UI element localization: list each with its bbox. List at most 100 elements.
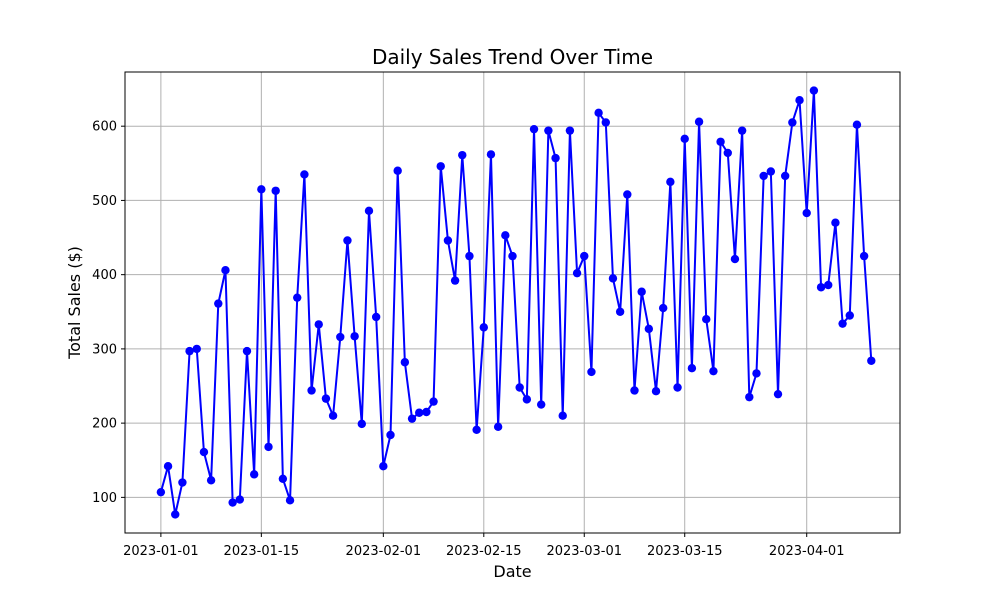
data-point <box>371 312 381 322</box>
data-point <box>422 407 431 417</box>
data-point <box>687 364 697 373</box>
data-point <box>436 162 445 171</box>
data-point <box>580 251 589 261</box>
y-tick-label: 600 <box>92 120 117 135</box>
data-point <box>702 315 711 324</box>
data-point <box>163 461 173 471</box>
data-point <box>199 447 209 457</box>
data-point <box>759 171 768 181</box>
data-point <box>630 386 639 395</box>
data-point <box>386 430 395 440</box>
data-point <box>221 266 230 275</box>
data-point <box>565 126 575 135</box>
data-point <box>852 120 862 129</box>
data-point <box>343 236 352 245</box>
data-point <box>816 283 826 292</box>
data-point <box>336 332 345 342</box>
data-point <box>637 287 646 296</box>
data-point <box>328 411 338 420</box>
data-point <box>572 268 582 278</box>
y-tick-label: 200 <box>92 417 117 432</box>
data-point <box>156 487 166 497</box>
data-point <box>249 470 259 479</box>
data-point <box>558 411 567 420</box>
data-point <box>450 276 460 285</box>
data-point <box>680 134 689 144</box>
series-line <box>159 89 873 516</box>
data-point <box>737 126 747 135</box>
data-point <box>551 153 560 163</box>
data-point <box>493 422 503 432</box>
data-point <box>745 392 754 402</box>
data-point <box>379 461 388 471</box>
data-point <box>293 293 302 302</box>
chart-title: Daily Sales Trend Over Time <box>372 45 653 69</box>
data-point <box>307 386 316 395</box>
data-point <box>321 394 331 403</box>
data-point <box>357 419 367 429</box>
data-point <box>235 495 245 504</box>
data-point <box>644 324 654 334</box>
data-point <box>780 171 790 181</box>
data-point <box>465 251 474 261</box>
x-tick-label: 2023-01-01 <box>123 544 199 559</box>
data-point <box>185 346 194 356</box>
plot-frame <box>124 71 901 534</box>
data-point <box>228 498 237 507</box>
data-point <box>501 231 510 240</box>
axis-ticks: 2023-01-01 2023-01-15 2023-02-01 2023-02-15… <box>92 120 844 559</box>
x-axis-label: Date <box>493 562 531 581</box>
data-point <box>795 96 804 105</box>
data-point <box>802 208 811 218</box>
data-point <box>623 190 632 199</box>
data-point <box>587 367 596 377</box>
data-point <box>730 254 740 264</box>
y-tick-label: 300 <box>92 342 117 357</box>
data-point <box>752 369 761 378</box>
data-point <box>393 166 402 175</box>
data-point <box>364 206 374 216</box>
data-point <box>171 510 180 519</box>
data-point <box>838 319 847 328</box>
data-point <box>831 218 840 227</box>
data-point <box>615 307 625 316</box>
data-point <box>178 478 187 487</box>
data-point <box>867 356 876 365</box>
data-point <box>206 476 216 485</box>
data-point <box>594 108 603 118</box>
data-point <box>651 387 661 396</box>
data-point <box>845 311 854 320</box>
data-point <box>515 383 524 392</box>
data-point <box>264 442 273 452</box>
data-point <box>723 148 732 158</box>
data-point <box>443 236 453 245</box>
data-point <box>472 425 481 435</box>
data-point <box>709 366 718 376</box>
data-point <box>529 124 539 134</box>
data-point <box>479 323 488 332</box>
data-point <box>788 118 797 127</box>
x-tick-label: 2023-01-15 <box>224 544 300 559</box>
y-tick-label: 500 <box>92 194 117 209</box>
data-point <box>522 395 532 404</box>
data-point <box>278 474 288 484</box>
series-layer <box>156 86 876 519</box>
data-point <box>666 177 675 187</box>
data-point <box>400 358 410 367</box>
data-point <box>601 118 610 127</box>
data-point <box>608 274 618 283</box>
x-tick-label: 2023-03-01 <box>546 544 622 559</box>
data-point <box>809 86 819 95</box>
x-tick-label: 2023-03-15 <box>647 544 723 559</box>
data-point <box>242 346 252 356</box>
data-point <box>716 137 725 146</box>
data-point <box>214 299 223 308</box>
x-tick-label: 2023-02-15 <box>446 544 522 559</box>
data-point <box>192 344 201 354</box>
data-point <box>859 251 869 261</box>
data-point <box>673 383 682 392</box>
data-point <box>285 496 295 505</box>
data-point <box>658 303 668 313</box>
data-point <box>694 117 704 126</box>
